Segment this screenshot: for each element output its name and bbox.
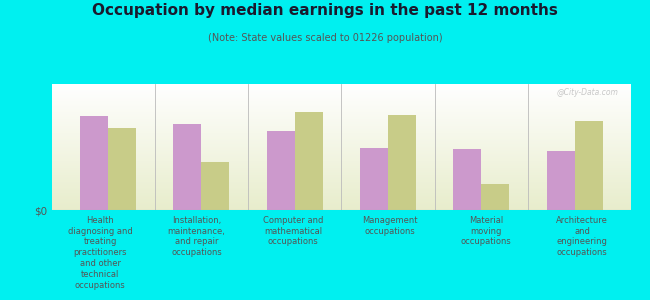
Bar [547, 151, 575, 210]
Text: @City-Data.com: @City-Data.com [557, 88, 619, 97]
Text: (Note: State values scaled to 01226 population): (Note: State values scaled to 01226 popu… [208, 33, 442, 43]
Text: Health
diagnosing and
treating
practitioners
and other
technical
occupations: Health diagnosing and treating practitio… [68, 216, 133, 290]
Bar [108, 128, 136, 210]
Bar [388, 115, 416, 210]
Text: Architecture
and
engineering
occupations: Architecture and engineering occupations [556, 216, 608, 257]
Bar [80, 116, 108, 210]
Bar [202, 162, 229, 210]
Bar [575, 121, 603, 210]
Text: Installation,
maintenance,
and repair
occupations: Installation, maintenance, and repair oc… [168, 216, 226, 257]
Bar [481, 184, 509, 210]
Bar [174, 124, 202, 210]
Bar [294, 112, 322, 210]
Text: Computer and
mathematical
occupations: Computer and mathematical occupations [263, 216, 323, 247]
Bar [360, 148, 388, 210]
Bar [453, 149, 481, 210]
Text: Material
moving
occupations: Material moving occupations [460, 216, 512, 247]
Text: Management
occupations: Management occupations [361, 216, 417, 236]
Bar [266, 131, 294, 210]
Text: Occupation by median earnings in the past 12 months: Occupation by median earnings in the pas… [92, 3, 558, 18]
